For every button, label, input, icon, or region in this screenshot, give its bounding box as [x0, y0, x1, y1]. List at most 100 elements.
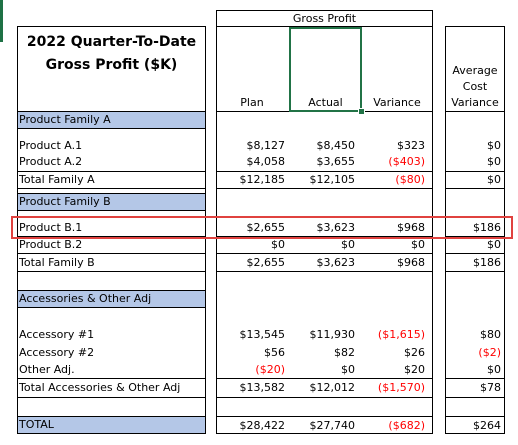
- border-line: [445, 188, 505, 189]
- cell-plan: ($20): [255, 363, 285, 376]
- border-line: [216, 271, 433, 272]
- border-line: [216, 171, 433, 172]
- border-line: [445, 236, 505, 237]
- cell-avg-cost: $264: [473, 419, 501, 432]
- section-label-total: TOTAL: [19, 418, 54, 431]
- cell-variance: ($80): [395, 173, 425, 186]
- row-label: Product B.1: [19, 221, 83, 234]
- cell-actual: $0: [341, 238, 355, 251]
- cell-avg-cost: $186: [473, 221, 501, 234]
- cell-actual: $3,623: [316, 256, 356, 269]
- border-line: [445, 271, 505, 272]
- border-line: [216, 26, 433, 27]
- header-actual: Actual: [308, 96, 343, 109]
- section-label-c: Accessories & Other Adj: [19, 292, 152, 305]
- row-label: Product A.1: [19, 139, 83, 152]
- border-line: [17, 397, 206, 398]
- header-variance: Variance: [373, 96, 421, 109]
- border-line: [445, 397, 505, 398]
- cell-plan: $56: [264, 346, 285, 359]
- border-line: [205, 26, 206, 434]
- cell-actual: $0: [341, 363, 355, 376]
- selected-cell[interactable]: [289, 27, 362, 112]
- row-label: Total Family A: [19, 173, 95, 186]
- cell-variance: $323: [397, 139, 425, 152]
- border-line: [17, 271, 206, 272]
- border-line: [17, 210, 206, 211]
- border-line: [17, 290, 206, 291]
- report-title-line2: Gross Profit ($K): [45, 57, 178, 73]
- cell-avg-cost: $186: [473, 256, 501, 269]
- cell-actual: $3,623: [316, 221, 356, 234]
- border-line: [216, 10, 433, 11]
- border-line: [17, 26, 18, 434]
- border-line: [17, 433, 206, 434]
- border-line: [216, 188, 433, 189]
- cell-avg-cost: $0: [487, 155, 501, 168]
- border-line: [216, 236, 433, 237]
- cell-variance: ($403): [388, 155, 425, 168]
- row-label: Total Family B: [19, 256, 95, 269]
- border-line: [17, 307, 206, 308]
- highlight-box: [11, 216, 513, 239]
- cell-avg-cost: $78: [480, 381, 501, 394]
- border-line: [432, 10, 433, 434]
- cell-variance: ($1,615): [377, 328, 425, 341]
- header-gross-profit: Gross Profit: [292, 12, 357, 25]
- header-avg-cost-line2: Cost: [462, 80, 488, 93]
- section-band-a: [18, 112, 205, 128]
- cell-plan: $13,545: [239, 328, 286, 341]
- header-avg-cost-line3: Variance: [451, 96, 499, 109]
- border-line: [17, 416, 206, 417]
- cell-actual: $3,655: [316, 155, 356, 168]
- border-line: [445, 433, 505, 434]
- fill-handle[interactable]: [358, 108, 365, 115]
- border-line: [445, 171, 505, 172]
- cell-plan: $4,058: [246, 155, 286, 168]
- cell-actual: $82: [334, 346, 355, 359]
- cell-actual: $12,012: [309, 381, 356, 394]
- cell-actual: $8,450: [316, 139, 356, 152]
- row-label: Other Adj.: [19, 363, 75, 376]
- border-line: [445, 26, 446, 434]
- border-line: [17, 188, 206, 189]
- section-band-c: [18, 290, 205, 307]
- cell-variance: $26: [404, 346, 425, 359]
- border-line: [17, 111, 206, 112]
- cell-avg-cost: $0: [487, 173, 501, 186]
- border-line: [504, 26, 505, 434]
- cell-avg-cost: $0: [487, 238, 501, 251]
- cell-variance: $968: [397, 221, 425, 234]
- border-line: [445, 416, 505, 417]
- cell-variance: $20: [404, 363, 425, 376]
- section-label-a: Product Family A: [19, 113, 111, 126]
- border-line: [17, 193, 206, 194]
- section-band-b: [18, 193, 205, 210]
- row-label: Accessory #1: [19, 328, 95, 341]
- cell-avg-cost: $80: [480, 328, 501, 341]
- header-plan: Plan: [240, 96, 264, 109]
- border-line: [17, 253, 206, 254]
- cell-plan: $13,582: [239, 381, 286, 394]
- border-line: [216, 378, 433, 379]
- row-label: Accessory #2: [19, 346, 95, 359]
- border-line: [216, 433, 433, 434]
- header-avg-cost-line1: Average: [452, 64, 498, 77]
- border-line: [17, 171, 206, 172]
- cell-actual: $27,740: [309, 419, 356, 432]
- border-line: [17, 128, 206, 129]
- cell-plan: $2,655: [246, 221, 286, 234]
- border-line: [445, 111, 505, 112]
- section-label-b: Product Family B: [19, 195, 111, 208]
- row-label: Product B.2: [19, 238, 83, 251]
- border-line: [216, 10, 217, 434]
- cell-variance: ($1,570): [377, 381, 425, 394]
- cell-avg-cost: $0: [487, 139, 501, 152]
- report-title-line1: 2022 Quarter-To-Date: [26, 34, 197, 50]
- border-line: [17, 236, 206, 237]
- cell-actual: $12,105: [309, 173, 356, 186]
- border-line: [17, 378, 206, 379]
- cell-plan: $2,655: [246, 256, 286, 269]
- cell-plan: $0: [271, 238, 285, 251]
